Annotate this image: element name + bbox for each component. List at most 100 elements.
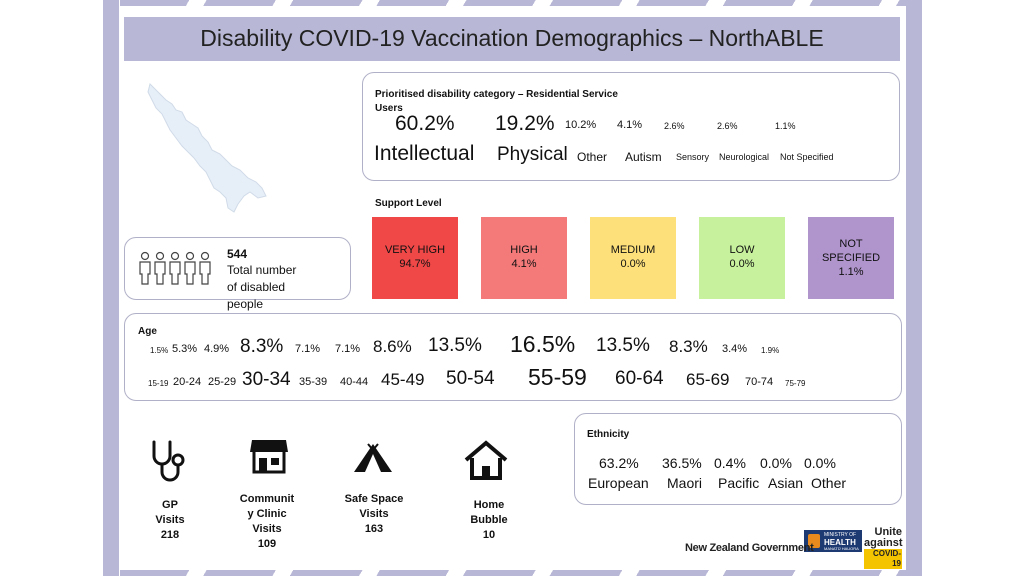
support-level-name: NOT SPECIFIED: [821, 238, 881, 264]
category-pct-neurological: 2.6%: [717, 121, 738, 131]
people-group-icon: [139, 251, 211, 285]
unite-line3: COVID-19: [864, 549, 902, 569]
gp-visits-label: GP Visits 218: [140, 498, 200, 543]
frame-left-bar: [103, 0, 119, 576]
visit-line: Visits: [252, 523, 282, 535]
unite-line1: Unite: [874, 526, 903, 538]
age-range: 75-79: [785, 379, 806, 388]
age-range: 25-29: [208, 376, 237, 388]
shop-icon: [250, 440, 288, 474]
support-level-name: VERY HIGH: [384, 244, 446, 256]
visit-line: y Clinic: [247, 508, 287, 520]
age-range: 50-54: [446, 368, 495, 389]
age-range: 70-74: [745, 376, 774, 388]
support-level-not-specified: NOT SPECIFIED 1.1%: [808, 217, 894, 299]
age-range: 45-49: [381, 370, 425, 389]
nz-government-logo: New Zealand Government: [685, 542, 814, 554]
age-pct: 3.4%: [722, 343, 748, 355]
category-label-not-specified: Not Specified: [780, 152, 834, 162]
category-pct-intellectual: 60.2%: [395, 112, 455, 135]
support-level-value: 4.1%: [511, 258, 537, 270]
visit-count: 218: [160, 529, 180, 541]
ministry-line1: MINISTRY OF: [824, 532, 857, 538]
age-pct: 1.9%: [761, 346, 780, 355]
ministry-of-health-logo: MINISTRY OF HEALTH MANATŪ HAUORA: [804, 530, 862, 552]
category-pct-physical: 19.2%: [495, 112, 555, 135]
ethnicity-heading: Ethnicity: [587, 429, 630, 440]
age-pct: 8.3%: [240, 336, 284, 357]
ethnicity-pct-european: 63.2%: [599, 455, 639, 471]
support-level-low: LOW 0.0%: [699, 217, 785, 299]
support-level-value: 0.0%: [620, 258, 646, 270]
support-level-value: 0.0%: [729, 258, 755, 270]
ethnicity-panel: [574, 413, 902, 505]
support-level-high: HIGH 4.1%: [481, 217, 567, 299]
age-pct: 13.5%: [428, 335, 482, 356]
age-pct: 1.5%: [150, 346, 169, 355]
category-panel: [362, 72, 900, 181]
category-label-sensory: Sensory: [676, 152, 710, 162]
total-panel: [124, 237, 351, 300]
title-bar: Disability COVID-19 Vaccination Demograp…: [124, 17, 900, 61]
support-level-value: 94.7%: [399, 258, 431, 270]
age-pct: 4.9%: [204, 343, 230, 355]
safe-space-visits-label: Safe Space Visits 163: [337, 492, 411, 537]
northland-map-icon: [147, 83, 267, 213]
support-level-name: HIGH: [510, 244, 538, 256]
age-pct: 7.1%: [335, 343, 361, 355]
age-range: 55-59: [528, 364, 587, 390]
visit-line: Visits: [359, 508, 389, 520]
age-range: 20-24: [173, 376, 202, 388]
visit-line: Safe Space: [344, 493, 404, 505]
category-pct-other: 10.2%: [565, 119, 597, 131]
category-label-physical: Physical: [497, 144, 568, 165]
ethnicity-label-european: European: [588, 475, 649, 491]
unite-against-covid-logo: Unite against COVID-19: [864, 526, 903, 569]
age-panel: [124, 313, 902, 401]
total-label-line3: people: [227, 297, 264, 311]
ethnicity-pct-pacific: 0.4%: [714, 455, 746, 471]
category-pct-autism: 4.1%: [617, 119, 643, 131]
category-pct-not-specified: 1.1%: [775, 121, 796, 131]
support-level-medium: MEDIUM 0.0%: [590, 217, 676, 299]
stethoscope-icon: [152, 440, 185, 482]
category-label-autism: Autism: [625, 150, 662, 164]
age-pct: 16.5%: [510, 331, 576, 357]
age-range: 15-19: [148, 379, 169, 388]
total-count: 544: [227, 247, 248, 261]
age-range: 30-34: [242, 369, 291, 390]
ministry-emblem-icon: [808, 534, 820, 548]
age-range: 35-39: [299, 376, 328, 388]
support-level-very-high: VERY HIGH 94.7%: [372, 217, 458, 299]
ministry-line3: MANATŪ HAUORA: [824, 546, 859, 551]
ethnicity-label-other: Other: [811, 475, 847, 491]
ethnicity-label-pacific: Pacific: [718, 475, 760, 491]
total-label-line2: of disabled: [227, 280, 286, 294]
ethnicity-pct-other: 0.0%: [804, 455, 836, 471]
community-clinic-visits-label: Communit y Clinic Visits 109: [232, 492, 302, 552]
frame-top-stripes: [120, 0, 910, 6]
category-label-neurological: Neurological: [719, 152, 770, 162]
age-pct: 13.5%: [596, 335, 650, 356]
support-heading: Support Level: [375, 198, 442, 209]
support-level-name: LOW: [729, 244, 755, 256]
visit-count: 163: [364, 523, 384, 535]
category-label-intellectual: Intellectual: [374, 142, 475, 165]
visit-count: 109: [257, 538, 277, 550]
category-pct-sensory: 2.6%: [664, 121, 685, 131]
house-icon: [464, 440, 508, 480]
tent-icon: [354, 443, 392, 472]
age-pct: 5.3%: [172, 343, 198, 355]
frame-bottom-stripes: [120, 570, 910, 576]
support-level-name: MEDIUM: [610, 244, 656, 256]
frame-right-bar: [906, 0, 922, 576]
page-title: Disability COVID-19 Vaccination Demograp…: [200, 25, 824, 51]
ethnicity-label-maori: Maori: [667, 475, 703, 491]
category-heading: Prioritised disability category – Reside…: [375, 89, 618, 114]
age-range: 60-64: [615, 368, 664, 389]
ministry-line2: HEALTH: [824, 538, 856, 547]
age-pct: 7.1%: [295, 343, 321, 355]
category-label-other: Other: [577, 150, 608, 164]
visit-count: 10: [482, 529, 496, 541]
visit-line: GP: [162, 499, 178, 511]
